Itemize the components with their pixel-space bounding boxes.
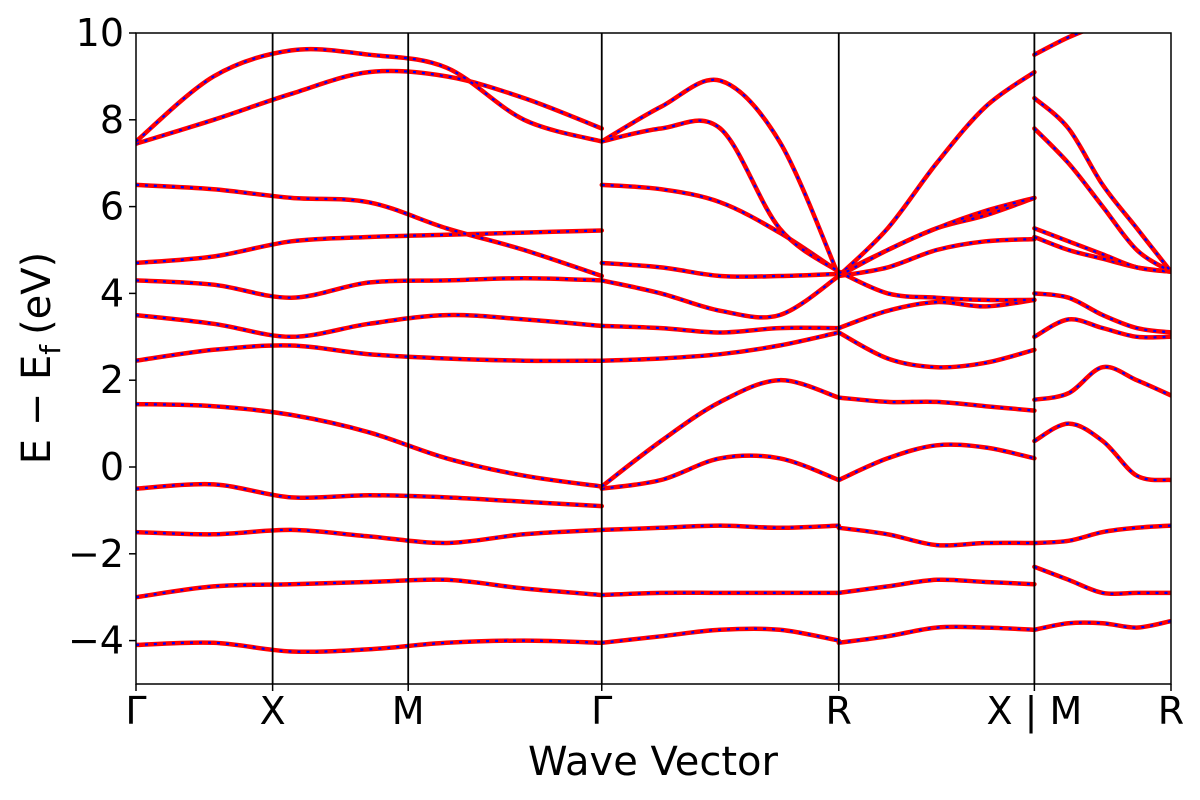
band-3-seg-0-overlay	[136, 483, 602, 508]
band-9-seg-3-overlay	[1033, 127, 1171, 273]
band-0-seg-0-overlay	[136, 639, 602, 653]
band-11-seg-1-overlay	[601, 119, 840, 273]
band-2-seg-0	[136, 527, 605, 546]
y-axis-label-main: E − E	[14, 355, 60, 465]
y-tick-label-4: 4	[100, 271, 124, 315]
band-1-seg-2	[836, 577, 1037, 596]
y-axis-label: E − Ef (eV)	[14, 252, 67, 465]
x-tick-label-0: Γ	[125, 689, 146, 733]
band-6-seg-2	[836, 297, 1037, 331]
band-7-seg-2-overlay	[838, 238, 1035, 278]
y-axis-ticks: −4 −2 0 2 4 6 8 10	[68, 11, 136, 663]
y-tick-label-3: 2	[100, 358, 124, 402]
band-11-seg-0	[136, 46, 605, 144]
band-1-seg-0-overlay	[136, 578, 602, 599]
band-11-seg-3	[1032, 33, 1085, 57]
x-tick-label-2: M	[392, 689, 425, 733]
band-6-seg-0-overlay	[136, 313, 602, 338]
y-tick-label-1: −2	[68, 532, 124, 576]
x-axis-label: Wave Vector	[528, 739, 779, 785]
band-11-seg-0-overlay	[136, 48, 603, 143]
band-0-seg-2	[836, 624, 1037, 646]
y-tick-label-5: 6	[100, 185, 124, 229]
band-8-seg-1	[599, 260, 842, 280]
band-3-seg-2	[836, 442, 1037, 483]
x-axis-ticks: Γ X M Γ R X | M R	[125, 684, 1184, 734]
band-8-seg-0-overlay	[136, 229, 602, 265]
band-5-seg-0-overlay	[136, 344, 602, 362]
band-9-seg-2	[836, 69, 1037, 279]
band-2-seg-0-overlay	[136, 528, 602, 545]
y-tick-label-2: 0	[100, 445, 124, 489]
band-10-seg-0-overlay	[136, 69, 603, 145]
band-3-seg-3	[1032, 421, 1171, 483]
band-11-seg-2-overlay	[838, 270, 1035, 302]
band-10-seg-2-overlay	[838, 196, 1035, 277]
band-5-seg-1	[599, 330, 842, 363]
x-tick-label-5: X | M	[986, 689, 1082, 734]
band-6-seg-3-overlay	[1034, 292, 1171, 334]
band-7-seg-1	[599, 273, 842, 320]
band-5-seg-2	[836, 330, 1037, 370]
band-0-seg-1-overlay	[601, 627, 839, 644]
band-10-seg-1-overlay	[601, 78, 840, 277]
x-tick-label-3: Γ	[591, 689, 612, 733]
band-1-seg-2-overlay	[838, 578, 1035, 594]
band-0-seg-0	[136, 638, 605, 655]
band-4-seg-3-overlay	[1034, 365, 1171, 401]
band-3-seg-1-overlay	[601, 454, 840, 490]
x-tick-label-1: X	[260, 689, 286, 733]
band-5-seg-1-overlay	[601, 331, 840, 362]
band-8-seg-1-overlay	[601, 261, 839, 278]
band-2-seg-2-overlay	[838, 526, 1035, 547]
band-4-seg-0-overlay	[136, 403, 602, 488]
y-axis-label-sub: f	[34, 344, 67, 355]
band-0-seg-3	[1032, 618, 1171, 633]
plot-frame	[135, 32, 1172, 685]
band-7-seg-1-overlay	[601, 275, 840, 319]
x-tick-label-6: R	[1158, 689, 1184, 733]
band-6-seg-0	[136, 312, 605, 340]
band-1-seg-3-overlay	[1034, 565, 1171, 595]
y-tick-label-0: −4	[68, 619, 124, 663]
band-9-seg-2-overlay	[838, 71, 1036, 277]
band-6-seg-2-overlay	[838, 298, 1035, 330]
band-4-seg-0	[136, 401, 605, 489]
band-9-seg-0-overlay	[136, 183, 603, 278]
band-lines	[136, 33, 1171, 655]
band-8-seg-0	[136, 228, 605, 266]
band-1-seg-1-overlay	[601, 591, 839, 597]
band-5-seg-2-overlay	[838, 331, 1035, 369]
x-tick-label-4: R	[826, 689, 852, 733]
band-5-seg-3-overlay	[1033, 318, 1171, 339]
band-11-seg-2	[836, 269, 1037, 303]
band-4-seg-1-overlay	[601, 379, 840, 488]
band-9-seg-1-overlay	[601, 183, 840, 273]
band-0-seg-2-overlay	[838, 625, 1035, 644]
band-8-seg-3	[1032, 226, 1171, 274]
band-8-seg-3-overlay	[1034, 227, 1171, 273]
band-4-seg-3	[1032, 364, 1171, 402]
y-axis-label-unit: (eV)	[14, 252, 60, 335]
band-10-seg-3	[1032, 95, 1171, 274]
band-2-seg-3	[1032, 523, 1171, 546]
band-3-seg-3-overlay	[1033, 422, 1171, 482]
band-4-seg-1	[599, 377, 842, 489]
band-1-seg-3	[1032, 564, 1171, 597]
y-tick-label-7: 10	[76, 11, 124, 55]
band-7-seg-0-overlay	[136, 277, 602, 299]
band-4-seg-2-overlay	[838, 396, 1035, 412]
band-6-seg-1-overlay	[601, 324, 839, 334]
band-9-seg-1	[599, 182, 842, 274]
band-3-seg-2-overlay	[838, 443, 1035, 482]
high-symmetry-lines	[271, 33, 1036, 684]
band-7-seg-0	[136, 275, 605, 300]
y-tick-label-6: 8	[100, 98, 124, 142]
band-2-seg-1-overlay	[601, 524, 839, 531]
